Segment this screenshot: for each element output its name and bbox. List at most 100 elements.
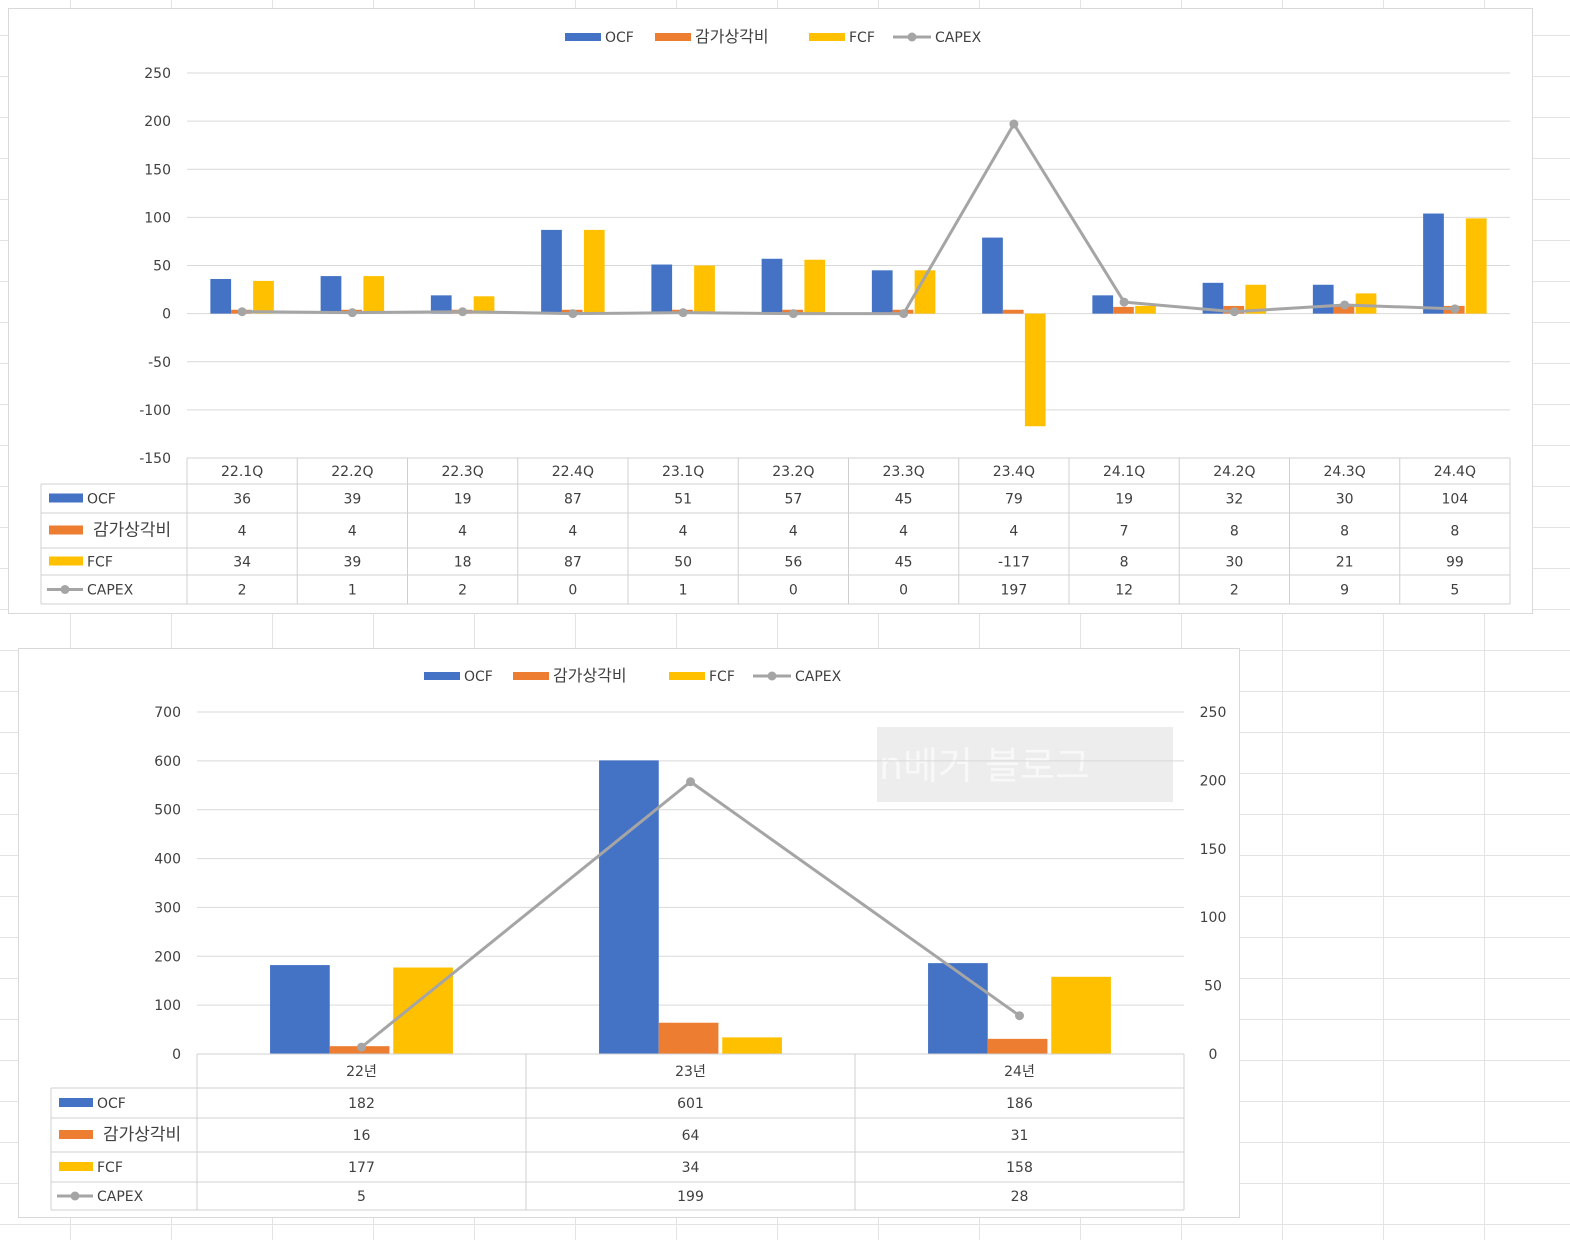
legend-item-dep: 감가상각비 xyxy=(655,27,769,46)
bar-ocf xyxy=(599,760,659,1054)
table-cell: 12 xyxy=(1115,583,1133,599)
capex-point xyxy=(568,309,578,319)
bar-dep xyxy=(987,1038,1048,1054)
table-cell: 2 xyxy=(458,583,467,599)
y-tick-label: 300 xyxy=(154,900,181,916)
table-cell: 2 xyxy=(1230,583,1239,599)
y2-tick-label: 200 xyxy=(1200,773,1227,789)
table-row-fcf: FCF 177 34 158 xyxy=(59,1160,1033,1176)
bar-ocf xyxy=(320,276,342,314)
capex-point xyxy=(686,777,695,787)
bar-ocf xyxy=(270,965,330,1054)
table-cell: 4 xyxy=(899,524,908,540)
bar-fcf xyxy=(914,270,936,314)
table-cell: 186 xyxy=(1006,1096,1033,1112)
bar-fcf xyxy=(1465,218,1487,314)
table-cell: 182 xyxy=(348,1096,375,1112)
series-name: CAPEX xyxy=(87,583,134,599)
table-cell: 0 xyxy=(899,583,908,599)
table-cell: 18 xyxy=(454,555,472,571)
table-cell: 45 xyxy=(895,555,913,571)
table-legend-swatch xyxy=(49,556,83,566)
legend-label: CAPEX xyxy=(935,30,982,46)
y-tick-label: 100 xyxy=(154,998,181,1014)
bar-ocf xyxy=(651,264,673,314)
table-cell: 34 xyxy=(682,1160,700,1176)
table-legend-swatch xyxy=(59,1162,93,1171)
legend-marker xyxy=(767,671,777,681)
table-cell: 8 xyxy=(1230,524,1239,540)
category-label: 22년 xyxy=(346,1064,377,1080)
table-legend-swatch xyxy=(49,493,83,503)
table-cell: 4 xyxy=(568,524,577,540)
bar-fcf xyxy=(473,296,495,314)
table-cell: 4 xyxy=(348,524,357,540)
table-cell: 4 xyxy=(679,524,688,540)
bar-ocf xyxy=(541,229,562,314)
table-cell: 7 xyxy=(1120,524,1129,540)
table-cell: 56 xyxy=(784,555,802,571)
legend-swatch xyxy=(424,672,460,680)
table-legend-swatch xyxy=(49,525,83,535)
legend-item-capex: CAPEX xyxy=(753,669,842,685)
table-row-capex: CAPEX 5 199 28 xyxy=(57,1189,1028,1205)
y-tick-label: 400 xyxy=(154,852,181,868)
y-tick-label: 500 xyxy=(154,803,181,819)
table-cell: 197 xyxy=(1001,583,1028,599)
legend-swatch xyxy=(809,33,845,41)
category-label: 23.3Q xyxy=(883,464,925,480)
category-label: 22.1Q xyxy=(221,464,263,480)
table-row-dep: 감가상각비 4 4 4 4 4 4 4 4 7 8 8 8 xyxy=(49,521,1459,541)
capex-point xyxy=(788,309,798,319)
table-cell: 99 xyxy=(1446,555,1464,571)
legend-label: CAPEX xyxy=(795,669,842,685)
capex-point xyxy=(1009,119,1019,129)
legend-swatch xyxy=(513,672,549,680)
y-tick-label: -50 xyxy=(148,355,171,371)
capex-line xyxy=(360,780,1021,1049)
category-label: 23.1Q xyxy=(662,464,704,480)
legend-label: 감가상각비 xyxy=(553,666,627,685)
legend-item-fcf: FCF xyxy=(809,30,875,46)
capex-point xyxy=(1340,300,1350,310)
legend-item-dep: 감가상각비 xyxy=(513,666,627,685)
series-name: OCF xyxy=(97,1096,126,1112)
y2-tick-label: 150 xyxy=(1200,842,1227,858)
table-cell: 30 xyxy=(1225,555,1243,571)
y-tick-label: -150 xyxy=(139,451,171,467)
bar-dep xyxy=(1113,306,1134,314)
table-cell: -117 xyxy=(998,555,1030,571)
table-row-ocf: OCF 36 39 19 87 51 57 45 79 19 32 30 104 xyxy=(49,492,1468,508)
bar-fcf xyxy=(1024,313,1046,427)
annual-chart-panel[interactable]: n베거 블로그 OCF 감가상각비 FCF CAPEX 700 600 500 400 300 20… xyxy=(18,648,1240,1218)
bar-fcf xyxy=(1245,284,1267,314)
legend-item-capex: CAPEX xyxy=(893,30,982,46)
y2-tick-label: 0 xyxy=(1209,1047,1218,1063)
quarterly-chart-panel[interactable]: OCF 감가상각비 FCF CAPEX 250 200 150 100 50 0 -50 -100 -1… xyxy=(8,8,1533,614)
table-cell: 19 xyxy=(1115,492,1133,508)
category-label: 24.2Q xyxy=(1213,464,1255,480)
table-row-dep: 감가상각비 16 64 31 xyxy=(59,1125,1028,1145)
table-cell: 8 xyxy=(1120,555,1129,571)
bar-ocf xyxy=(1202,282,1224,314)
bar-ocf xyxy=(982,237,1003,314)
table-cell: 158 xyxy=(1006,1160,1033,1176)
table-legend-swatch xyxy=(59,1098,93,1107)
table-cell: 36 xyxy=(233,492,251,508)
bar-fcf xyxy=(1355,293,1377,314)
bar-ocf xyxy=(928,963,988,1054)
table-cell: 1 xyxy=(348,583,357,599)
legend-swatch xyxy=(655,33,691,41)
capex-point xyxy=(347,308,357,318)
y-tick-label: 200 xyxy=(154,949,181,965)
table-cell: 1 xyxy=(679,583,688,599)
table-cell: 39 xyxy=(343,492,361,508)
y2-tick-label: 100 xyxy=(1200,910,1227,926)
legend-marker xyxy=(907,32,917,42)
capex-point xyxy=(458,307,468,317)
bar-ocf xyxy=(1312,284,1334,314)
category-label: 22.2Q xyxy=(331,464,373,480)
table-cell: 2 xyxy=(238,583,247,599)
capex-point xyxy=(1450,304,1460,314)
series-name: CAPEX xyxy=(97,1189,144,1205)
